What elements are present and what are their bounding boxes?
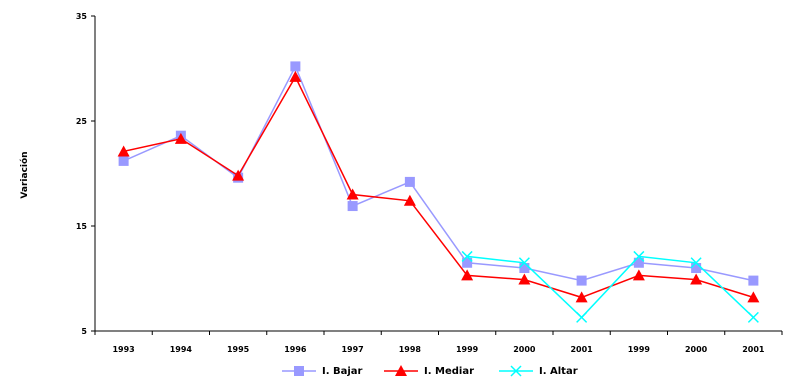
data-point-triangle xyxy=(747,291,760,303)
legend-label: I. Bajar xyxy=(322,366,363,377)
x-tick-label: 2001 xyxy=(742,345,765,354)
y-axis-title: Variación xyxy=(19,151,30,198)
data-point-square xyxy=(404,176,415,187)
x-tick-label: 1999 xyxy=(456,345,479,354)
series-3 xyxy=(461,250,759,323)
legend-item-2: I. Mediar xyxy=(384,365,474,377)
x-tick-label: 1998 xyxy=(399,345,422,354)
data-point-square xyxy=(347,201,358,212)
data-point-triangle xyxy=(461,269,474,281)
data-point-x xyxy=(633,250,645,262)
legend: I. Bajar I. Mediar I. Altar xyxy=(282,365,578,377)
data-point-triangle xyxy=(289,70,302,82)
data-point-square xyxy=(294,366,304,376)
data-point-x xyxy=(747,311,759,323)
data-point-triangle xyxy=(632,269,645,281)
legend-label: I. Altar xyxy=(539,366,578,377)
data-point-x xyxy=(518,257,530,269)
data-point-square xyxy=(290,61,301,72)
y-tick-label: 35 xyxy=(76,12,88,21)
data-point-triangle xyxy=(395,365,407,376)
x-tick-label: 1994 xyxy=(170,345,193,354)
x-tick-label: 1993 xyxy=(112,345,134,354)
data-point-square xyxy=(118,155,129,166)
data-point-triangle xyxy=(174,132,187,144)
legend-item-1: I. Bajar xyxy=(282,366,363,377)
data-point-square xyxy=(462,257,473,268)
data-point-triangle xyxy=(575,291,588,303)
data-point-x xyxy=(576,311,588,323)
x-tick-label: 2000 xyxy=(685,345,708,354)
y-tick-label: 5 xyxy=(81,327,87,336)
data-point-triangle xyxy=(403,194,416,206)
series-line xyxy=(123,64,754,282)
x-tick-label: 2001 xyxy=(570,345,593,354)
x-tick-label: 1997 xyxy=(341,345,363,354)
legend-label: I. Mediar xyxy=(424,366,474,377)
data-point-triangle xyxy=(232,169,245,181)
y-tick-label: 15 xyxy=(76,222,88,231)
data-point-square xyxy=(748,275,759,286)
data-point-square xyxy=(576,275,587,286)
data-point-square xyxy=(519,263,530,273)
x-tick-label: 1995 xyxy=(227,345,250,354)
series-2 xyxy=(117,70,760,303)
plot-area: 5 15 25 35 1993 1994 1995 1996 1997 1998 1999 2000 2… xyxy=(76,12,783,354)
data-point-triangle xyxy=(690,273,703,285)
data-point-square xyxy=(633,257,644,268)
x-tick-label: 2000 xyxy=(513,345,536,354)
data-point-x xyxy=(690,257,702,269)
x-tick-label: 1996 xyxy=(284,345,307,354)
x-tick-label: 1999 xyxy=(628,345,651,354)
series-line xyxy=(123,75,754,299)
data-point-square xyxy=(691,263,702,273)
data-point-x xyxy=(461,250,473,262)
y-tick-label: 25 xyxy=(76,117,88,126)
data-point-x xyxy=(510,365,522,377)
legend-item-3: I. Altar xyxy=(499,365,578,377)
data-point-triangle xyxy=(117,145,130,157)
series-1 xyxy=(118,61,759,286)
series-line xyxy=(467,255,754,319)
data-point-triangle xyxy=(518,273,531,285)
data-point-triangle xyxy=(346,188,359,200)
